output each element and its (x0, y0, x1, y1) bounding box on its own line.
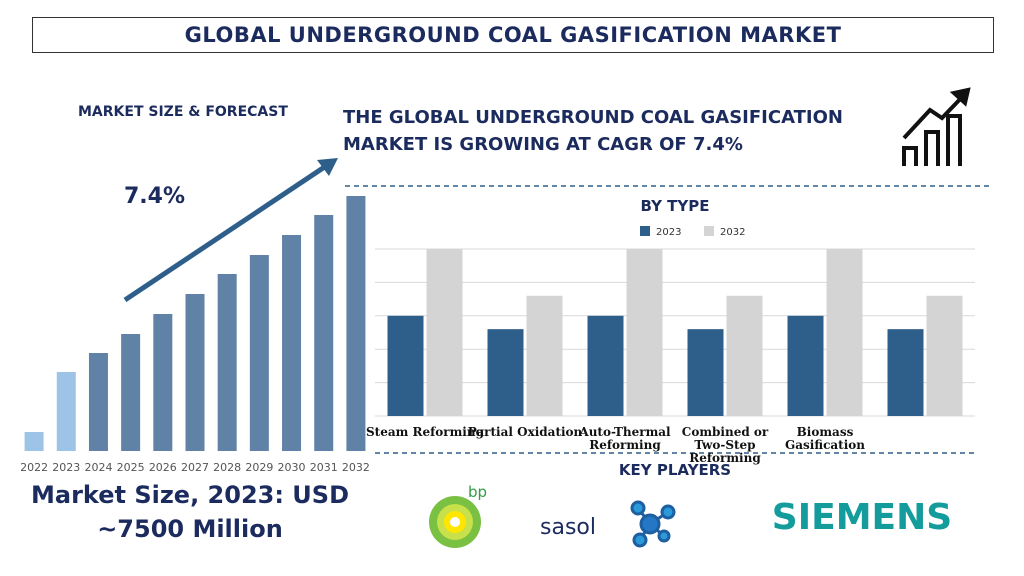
logo-text: sasol (540, 515, 596, 540)
x-tick-label: 2027 (181, 461, 209, 474)
x-tick-label: 2031 (310, 461, 338, 474)
x-tick-label: 2026 (149, 461, 177, 474)
x-tick-label: 2029 (245, 461, 273, 474)
bar (726, 295, 763, 416)
bar (153, 314, 173, 451)
bar (346, 196, 366, 451)
bar (88, 353, 108, 451)
legend-swatch (704, 226, 714, 236)
bar (887, 329, 924, 416)
bar (487, 329, 524, 416)
bar (626, 249, 663, 416)
bar (526, 295, 563, 416)
x-tick-label: 2024 (84, 461, 112, 474)
bp-logo (429, 496, 481, 548)
bar (217, 274, 237, 451)
market-size: ~7500 Million (97, 515, 283, 543)
bar (826, 249, 863, 416)
logo-text: SIEMENS (772, 497, 952, 538)
bar (56, 372, 76, 451)
bar (787, 315, 824, 416)
x-tick-label: 2028 (213, 461, 241, 474)
logo-text: bp (468, 483, 487, 501)
bar (926, 295, 963, 416)
legend-label: 2032 (720, 227, 745, 238)
bar (121, 334, 141, 451)
legend-swatch (640, 226, 650, 236)
arrow-head (317, 158, 338, 176)
bar (314, 215, 334, 451)
market-size: Market Size, 2023: USD (30, 481, 349, 509)
title: GLOBAL UNDERGROUND COAL GASIFICATION MAR… (32, 17, 994, 53)
trend-arrow (123, 163, 328, 303)
bar (387, 315, 424, 416)
bar (282, 235, 302, 451)
sasol-molecule (630, 500, 676, 548)
chart-title: BY TYPE (640, 197, 710, 215)
x-tick-label: Combined or Two-Step Reforming (681, 425, 769, 465)
bar (24, 432, 44, 451)
x-tick-label: 2025 (117, 461, 145, 474)
forecast-label: MARKET SIZE & FORECAST (78, 104, 288, 120)
x-tick-label: 2022 (20, 461, 48, 474)
x-tick-label: Auto-Thermal Reforming (579, 425, 671, 452)
bar (426, 249, 463, 416)
key-players-title: KEY PLAYERS (618, 461, 732, 479)
bar (687, 329, 724, 416)
legend-label: 2023 (656, 227, 681, 238)
x-tick-label: 2023 (52, 461, 80, 474)
cagr: 7.4% (124, 184, 186, 209)
x-tick-label: 2030 (278, 461, 306, 474)
bar (587, 315, 624, 416)
x-tick-label: Biomass Gasification (785, 425, 865, 452)
x-tick-label: Partial Oxidation (467, 425, 583, 439)
bar (249, 255, 269, 451)
bar (185, 294, 205, 451)
growth-icon (902, 87, 971, 166)
x-tick-label: Steam Reforming (366, 425, 484, 439)
headline: THE GLOBAL UNDERGROUND COAL GASIFICATION… (343, 107, 843, 155)
x-tick-label: 2032 (342, 461, 370, 474)
